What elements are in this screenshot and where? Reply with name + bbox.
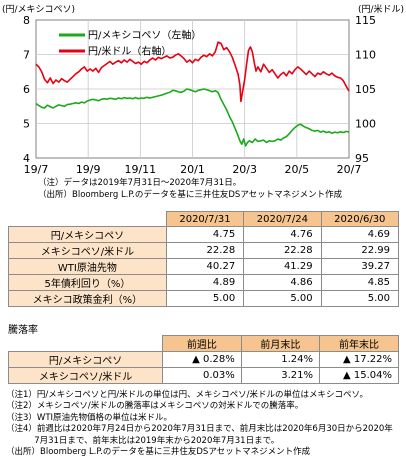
value-cell: ▲ 15.04% <box>319 367 399 384</box>
series-line-jpy-mxn <box>35 88 350 147</box>
value-cell: 4.75 <box>165 226 245 243</box>
value-cell: 39.27 <box>320 258 400 275</box>
left-tick-label: 5 <box>23 118 30 131</box>
value-cell: 0.03% <box>162 367 242 384</box>
row-label: メキシコペソ/米ドル <box>8 242 167 259</box>
left-axis-unit: (円/メキシコペソ) <box>2 4 75 15</box>
value-cell: 4.86 <box>243 274 322 291</box>
series-line-jpy-usd <box>35 41 350 103</box>
row-label: WTI原油先物 <box>8 258 167 275</box>
rates-header-cell: 2020/7/31 <box>165 211 245 227</box>
change-table: 前週比 前月末比 前年末比 円/メキシコペソ ▲ 0.28% 1.24% ▲ 1… <box>7 335 399 384</box>
fx-line-chart: (円/メキシコペソ) (円/米ドル) 4 5 6 7 8 95 100 105 110 115 19… <box>0 0 406 178</box>
footnote: （注1）円/メキシコペソと円/米ドルの単位は円、メキシコペソ/米ドルの単位はメキ… <box>6 390 368 400</box>
value-cell: 41.29 <box>243 258 322 275</box>
table-row: WTI原油先物 40.27 41.29 39.27 <box>8 258 400 275</box>
table-row: 円/メキシコペソ 4.75 4.76 4.69 <box>8 226 400 243</box>
left-tick-label: 7 <box>23 49 30 62</box>
table-row: メキシコ政策金利（%） 5.00 5.00 5.00 <box>8 290 400 307</box>
x-tick-label: 20/7 <box>337 163 362 176</box>
value-cell: 4.69 <box>320 226 400 243</box>
change-header-row: 前週比 前月末比 前年末比 <box>7 335 399 352</box>
right-axis-unit: (円/米ドル) <box>358 3 404 15</box>
legend-label-jpy-usd: 円/米ドル（右軸） <box>88 45 171 58</box>
chart-svg: (円/メキシコペソ) (円/米ドル) 4 5 6 7 8 95 100 105 110 115 19… <box>2 3 404 176</box>
value-cell: 5.00 <box>165 290 245 307</box>
right-tick-label: 105 <box>355 83 376 96</box>
right-tick-label: 115 <box>355 14 376 27</box>
value-cell: 5.00 <box>320 290 400 307</box>
x-tick-label: 20/1 <box>180 163 205 176</box>
rates-table: 2020/7/31 2020/7/24 2020/6/30 円/メキシコペソ 4… <box>8 211 400 307</box>
value-cell: ▲ 17.22% <box>319 351 399 368</box>
rates-header-cell: 2020/7/24 <box>243 211 322 227</box>
x-tick-label: 19/9 <box>76 163 101 176</box>
left-tick-label: 6 <box>23 83 30 96</box>
right-tick-label: 100 <box>355 118 376 131</box>
row-label: メキシコペソ/米ドル <box>7 367 164 384</box>
left-tick-label: 4 <box>23 152 30 165</box>
table-row: 円/メキシコペソ ▲ 0.28% 1.24% ▲ 17.22% <box>7 351 399 368</box>
value-cell: 4.76 <box>243 226 322 243</box>
footnote: （注4）前週比は2020年7月24日から2020年7月31日まで、前月末比は20… <box>6 424 393 435</box>
x-tick-label: 20/5 <box>284 163 309 176</box>
row-label: メキシコ政策金利（%） <box>8 290 167 307</box>
footnote: 7月31日まで、前年末比は2019年末から2020年7月31日まで。 <box>6 435 280 446</box>
value-cell: 3.21% <box>240 367 321 384</box>
change-header-cell: 前年末比 <box>319 335 399 352</box>
rates-header-corner <box>8 211 167 227</box>
change-header-cell: 前月末比 <box>240 335 321 352</box>
x-tick-label: 20/3 <box>232 163 257 176</box>
table-row: メキシコペソ/米ドル 0.03% 3.21% ▲ 15.04% <box>7 367 399 384</box>
change-section-title: 騰落率 <box>8 325 38 336</box>
value-cell: ▲ 0.28% <box>162 351 242 368</box>
legend-label-jpy-mxn: 円/メキシコペソ（左軸） <box>88 29 201 42</box>
table-row: メキシコペソ/米ドル 22.28 22.28 22.99 <box>8 242 400 259</box>
table-row: 5年債利回り（%） 4.89 4.86 4.85 <box>8 274 400 291</box>
chart-note-source: （出所）Bloomberg L.P.のデータを基に三井住友DSアセットマネジメン… <box>38 190 343 200</box>
rates-header-row: 2020/7/31 2020/7/24 2020/6/30 <box>8 211 400 227</box>
right-tick-label: 110 <box>355 49 376 62</box>
axis-ticks: 4 5 6 7 8 95 100 105 110 115 19/7 19/9 19/11 20/1 20/3… <box>23 14 376 176</box>
footnote: （出所）Bloomberg L.P.のデータを基に三井住友DSアセットマネジメン… <box>6 447 311 458</box>
row-label: 円/メキシコペソ <box>7 351 164 368</box>
value-cell: 1.24% <box>240 351 321 368</box>
grid-lines <box>36 20 349 158</box>
footnote: （注2）メキシコペソ/米ドルの騰落率はメキシコペソの対米ドルでの騰落率。 <box>6 401 304 412</box>
chart-legend: 円/メキシコペソ（左軸） 円/米ドル（右軸） <box>59 29 201 58</box>
rates-header-cell: 2020/6/30 <box>320 211 400 227</box>
value-cell: 22.99 <box>320 242 400 259</box>
series-lines <box>35 41 350 147</box>
change-header-corner <box>7 335 164 352</box>
right-tick-label: 95 <box>355 152 369 165</box>
left-tick-label: 8 <box>23 14 30 27</box>
value-cell: 40.27 <box>165 258 245 275</box>
row-label: 5年債利回り（%） <box>8 274 167 291</box>
value-cell: 4.85 <box>320 274 400 291</box>
footnotes: （注1）円/メキシコペソと円/米ドルの単位は円、メキシコペソ/米ドルの単位はメキ… <box>6 390 393 458</box>
x-tick-label: 19/11 <box>124 163 156 176</box>
x-tick-label: 19/7 <box>24 163 49 176</box>
footnote: （注3）WTI原油先物価格の単位は米ドル。 <box>6 412 173 423</box>
change-header-cell: 前週比 <box>162 335 242 352</box>
chart-note-data-period: （注）データは2019年7月31日～2020年7月31日。 <box>38 178 242 188</box>
value-cell: 4.89 <box>165 274 245 291</box>
value-cell: 22.28 <box>243 242 322 259</box>
value-cell: 5.00 <box>243 290 322 307</box>
value-cell: 22.28 <box>165 242 245 259</box>
row-label: 円/メキシコペソ <box>8 226 167 243</box>
